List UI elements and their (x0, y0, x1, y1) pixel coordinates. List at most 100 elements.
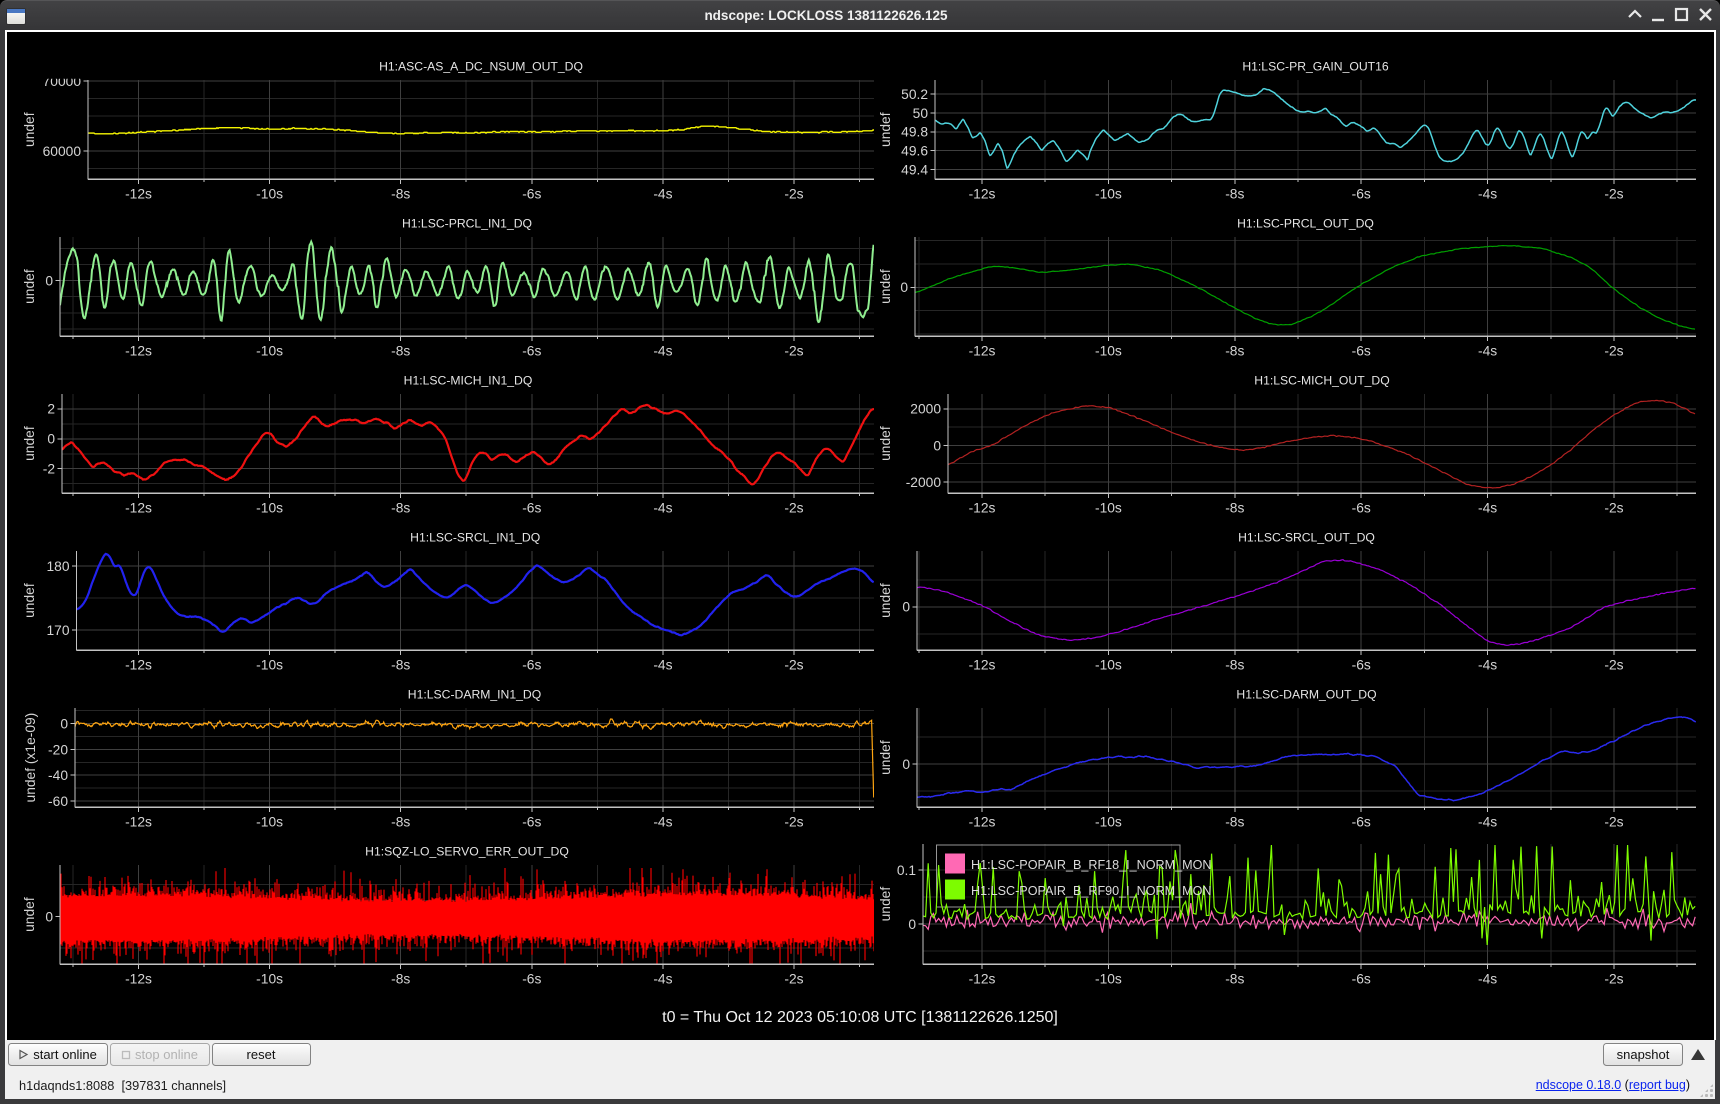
svg-text:-10s: -10s (256, 500, 283, 515)
svg-text:undef: undef (878, 269, 893, 304)
svg-text:-6s: -6s (1352, 657, 1371, 672)
svg-text:H1:LSC-SRCL_OUT_DQ: H1:LSC-SRCL_OUT_DQ (1238, 531, 1375, 545)
svg-text:undef: undef (22, 269, 37, 304)
svg-text:-2s: -2s (1604, 814, 1623, 829)
svg-text:-8s: -8s (391, 343, 410, 358)
svg-text:-12s: -12s (969, 971, 996, 986)
svg-text:-2s: -2s (784, 186, 803, 201)
svg-text:-2s: -2s (1604, 343, 1623, 358)
svg-text:-10s: -10s (256, 343, 283, 358)
svg-text:-6s: -6s (1352, 343, 1371, 358)
svg-text:H1:LSC-MICH_IN1_DQ: H1:LSC-MICH_IN1_DQ (404, 374, 533, 388)
svg-text:180: 180 (46, 559, 69, 574)
svg-text:-12s: -12s (125, 971, 152, 986)
svg-text:49.8: 49.8 (901, 125, 928, 140)
svg-text:-2s: -2s (784, 657, 803, 672)
svg-text:-4s: -4s (1478, 971, 1497, 986)
svg-text:70000: 70000 (43, 74, 82, 89)
svg-text:H1:LSC-PRCL_OUT_DQ: H1:LSC-PRCL_OUT_DQ (1237, 217, 1374, 231)
svg-text:-4s: -4s (1478, 500, 1497, 515)
svg-text:-6s: -6s (1352, 186, 1371, 201)
svg-text:-8s: -8s (1225, 343, 1244, 358)
svg-text:-8s: -8s (391, 657, 410, 672)
svg-text:H1:LSC-DARM_OUT_DQ: H1:LSC-DARM_OUT_DQ (1236, 688, 1376, 702)
svg-text:-10s: -10s (1095, 500, 1122, 515)
svg-text:-2s: -2s (784, 971, 803, 986)
svg-text:0: 0 (933, 438, 941, 453)
svg-text:-8s: -8s (391, 186, 410, 201)
svg-text:-8s: -8s (391, 971, 410, 986)
svg-text:t0 = Thu Oct 12 2023 05:10:08: t0 = Thu Oct 12 2023 05:10:08 UTC [13811… (662, 1009, 1058, 1026)
svg-text:-8s: -8s (391, 814, 410, 829)
svg-text:2000: 2000 (910, 402, 941, 417)
svg-text:H1:ASC-AS_A_DC_NSUM_OUT_DQ: H1:ASC-AS_A_DC_NSUM_OUT_DQ (379, 60, 583, 74)
svg-text:-8s: -8s (1225, 971, 1244, 986)
svg-text:-20: -20 (48, 742, 68, 757)
svg-text:-4s: -4s (653, 971, 672, 986)
svg-text:0: 0 (900, 280, 908, 295)
svg-text:0: 0 (45, 273, 53, 288)
svg-text:-2s: -2s (784, 814, 803, 829)
svg-text:0: 0 (45, 910, 53, 925)
svg-text:-4s: -4s (653, 186, 672, 201)
svg-text:-4s: -4s (653, 814, 672, 829)
svg-text:-10s: -10s (1095, 657, 1122, 672)
svg-text:undef: undef (22, 897, 37, 932)
svg-text:-2s: -2s (1604, 657, 1623, 672)
svg-text:undef: undef (878, 583, 893, 618)
svg-text:undef: undef (878, 112, 893, 147)
svg-text:-6s: -6s (522, 343, 541, 358)
svg-text:-10s: -10s (256, 971, 283, 986)
svg-text:undef (x1e-09): undef (x1e-09) (23, 713, 38, 803)
svg-text:-10s: -10s (1095, 814, 1122, 829)
svg-text:H1:LSC-DARM_IN1_DQ: H1:LSC-DARM_IN1_DQ (408, 688, 541, 702)
svg-text:undef: undef (878, 887, 893, 922)
svg-text:-6s: -6s (1352, 814, 1371, 829)
svg-text:undef: undef (22, 583, 37, 618)
svg-text:-4s: -4s (653, 657, 672, 672)
svg-text:-12s: -12s (969, 657, 996, 672)
svg-text:-2s: -2s (1604, 500, 1623, 515)
svg-text:H1:LSC-PR_GAIN_OUT16: H1:LSC-PR_GAIN_OUT16 (1242, 60, 1389, 74)
svg-text:60000: 60000 (43, 144, 82, 159)
svg-text:-10s: -10s (1095, 343, 1122, 358)
svg-text:0.1: 0.1 (897, 863, 916, 878)
svg-text:0: 0 (908, 917, 916, 932)
svg-text:0: 0 (47, 432, 55, 447)
svg-text:-2: -2 (43, 462, 55, 477)
svg-text:undef: undef (22, 426, 37, 461)
svg-text:-2s: -2s (784, 343, 803, 358)
svg-text:-6s: -6s (522, 971, 541, 986)
svg-text:-12s: -12s (969, 814, 996, 829)
svg-text:50.2: 50.2 (901, 87, 928, 102)
svg-text:-2s: -2s (1604, 186, 1623, 201)
svg-text:H1:LSC-SRCL_IN1_DQ: H1:LSC-SRCL_IN1_DQ (410, 531, 540, 545)
svg-text:-8s: -8s (1225, 814, 1244, 829)
svg-text:-8s: -8s (1225, 186, 1244, 201)
svg-text:-2s: -2s (784, 500, 803, 515)
svg-text:49.6: 49.6 (901, 144, 928, 159)
svg-text:0: 0 (60, 717, 68, 732)
svg-text:-8s: -8s (391, 500, 410, 515)
svg-text:-12s: -12s (125, 657, 152, 672)
svg-text:-4s: -4s (1478, 343, 1497, 358)
svg-text:undef: undef (878, 426, 893, 461)
svg-text:-12s: -12s (125, 343, 152, 358)
svg-text:-40: -40 (48, 768, 68, 783)
svg-text:-12s: -12s (969, 343, 996, 358)
svg-text:-12s: -12s (125, 500, 152, 515)
svg-text:0: 0 (902, 757, 910, 772)
svg-text:50: 50 (913, 106, 929, 121)
svg-text:-6s: -6s (522, 814, 541, 829)
svg-text:2: 2 (47, 402, 55, 417)
svg-text:-2s: -2s (1604, 971, 1623, 986)
svg-text:H1:LSC-PRCL_IN1_DQ: H1:LSC-PRCL_IN1_DQ (402, 217, 532, 231)
svg-text:-10s: -10s (256, 657, 283, 672)
svg-text:-4s: -4s (1478, 814, 1497, 829)
svg-text:-6s: -6s (522, 500, 541, 515)
svg-text:-6s: -6s (1352, 971, 1371, 986)
svg-text:-2000: -2000 (906, 475, 942, 490)
svg-text:H1:SQZ-LO_SERVO_ERR_OUT_DQ: H1:SQZ-LO_SERVO_ERR_OUT_DQ (365, 845, 569, 859)
svg-text:-12s: -12s (125, 186, 152, 201)
svg-text:49.4: 49.4 (901, 162, 928, 177)
